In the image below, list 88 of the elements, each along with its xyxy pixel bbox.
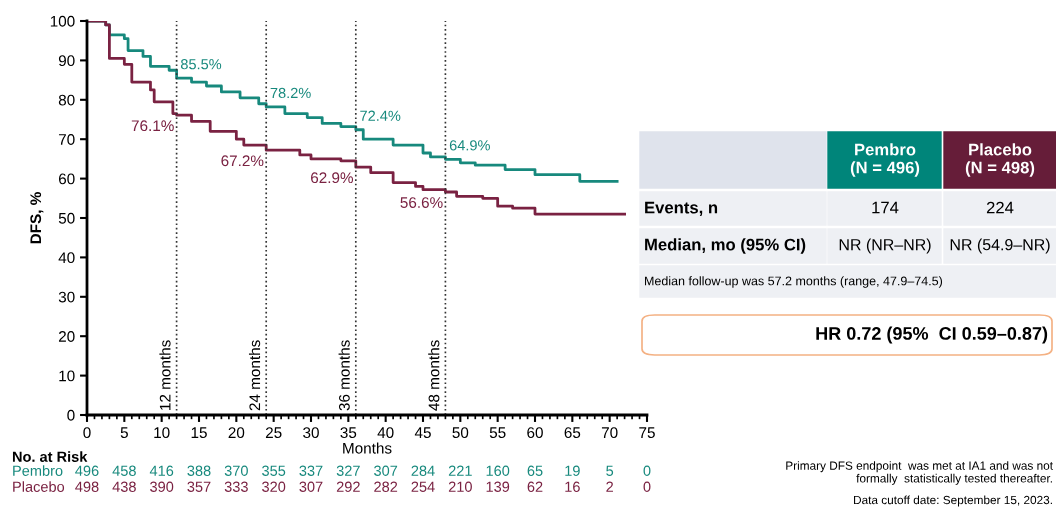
text: 160 bbox=[486, 465, 510, 476]
y-tick-label: 100 bbox=[50, 15, 75, 27]
text: 2 bbox=[606, 481, 613, 492]
text: 388 bbox=[187, 465, 211, 476]
text: 0 bbox=[643, 481, 651, 492]
text: 333 bbox=[224, 481, 248, 492]
y-axis-title: DFS, % bbox=[30, 192, 44, 244]
text: Data cutoff date: September 15, 2023. bbox=[854, 495, 1052, 507]
x-axis-title: Months bbox=[343, 442, 392, 454]
x-tick-label: 50 bbox=[452, 427, 469, 439]
text: 327 bbox=[336, 465, 360, 476]
x-tick-label: 45 bbox=[414, 427, 431, 439]
text: 139 bbox=[486, 481, 510, 492]
data-label: 76.1% bbox=[131, 120, 174, 132]
text: 337 bbox=[299, 465, 323, 476]
x-tick-label: 15 bbox=[191, 427, 207, 439]
text: 438 bbox=[112, 481, 136, 492]
text: No. at Risk bbox=[12, 451, 88, 462]
data-label: 56.6% bbox=[400, 197, 443, 208]
text: 5 bbox=[606, 465, 614, 476]
data-label: 85.5% bbox=[180, 59, 222, 70]
text: Pembro (N = 496) bbox=[850, 143, 920, 177]
data-label: 62.9% bbox=[311, 172, 354, 184]
x-tick-label: 5 bbox=[120, 427, 128, 439]
text: Primary DFS endpoint was met at IA1 and was not formally statistically tested thereafter. bbox=[786, 461, 1053, 485]
text: 416 bbox=[149, 465, 174, 476]
x-tick-label: 70 bbox=[601, 427, 618, 439]
text: 210 bbox=[448, 481, 472, 492]
text: 0 bbox=[643, 465, 651, 476]
x-tick-label: 10 bbox=[154, 427, 170, 439]
text: 370 bbox=[224, 465, 248, 476]
x-tick-label: 20 bbox=[228, 427, 245, 439]
text: 390 bbox=[150, 481, 174, 492]
text: 307 bbox=[299, 481, 323, 492]
text: 174 bbox=[872, 201, 899, 214]
annotation: Events, n bbox=[645, 201, 718, 216]
data-label: 67.2% bbox=[221, 155, 264, 167]
y-tick-label: 20 bbox=[58, 331, 75, 342]
data-label: 78.2% bbox=[270, 87, 311, 99]
x-tick-label: 60 bbox=[527, 427, 543, 439]
text: 496 bbox=[75, 465, 99, 476]
x-tick-label: 55 bbox=[489, 427, 506, 439]
text: 458 bbox=[112, 465, 136, 476]
text: 282 bbox=[374, 481, 398, 492]
data-label: 72.4% bbox=[360, 110, 401, 121]
y-tick-label: 0 bbox=[67, 409, 75, 421]
text: 224 bbox=[986, 201, 1014, 214]
text: 16 bbox=[565, 481, 580, 492]
y-tick-label: 60 bbox=[58, 173, 75, 185]
text: 65 bbox=[527, 465, 543, 476]
text: HR 0.72 (95% CI 0.59–0.87) bbox=[816, 326, 1048, 344]
y-tick-label: 80 bbox=[58, 94, 75, 106]
text: 320 bbox=[262, 481, 286, 492]
data-label: 64.9% bbox=[449, 140, 490, 151]
text: 221 bbox=[448, 465, 472, 476]
x-tick-label: 25 bbox=[265, 427, 282, 439]
x-tick-label: 75 bbox=[639, 427, 655, 439]
text: 284 bbox=[411, 465, 435, 476]
text: NR (54.9–NR) bbox=[950, 238, 1050, 254]
text: 357 bbox=[187, 481, 211, 492]
text: 254 bbox=[411, 481, 435, 492]
text: Placebo bbox=[13, 481, 65, 492]
x-tick-label: 40 bbox=[377, 427, 394, 439]
text: 307 bbox=[374, 465, 398, 476]
text: Pembro bbox=[13, 465, 63, 476]
text: Placebo (N = 498) bbox=[965, 143, 1035, 177]
y-tick-label: 40 bbox=[58, 252, 75, 264]
y-tick-label: 70 bbox=[58, 134, 75, 145]
x-tick-label: 30 bbox=[303, 427, 319, 439]
y-tick-label: 50 bbox=[58, 212, 75, 224]
y-tick-label: 10 bbox=[59, 370, 75, 382]
ref-line-label: 12 months bbox=[159, 340, 171, 410]
text: NR (NR–NR) bbox=[839, 238, 931, 254]
y-tick-label: 90 bbox=[58, 55, 75, 67]
text: 292 bbox=[336, 481, 360, 492]
text: 62 bbox=[527, 481, 543, 492]
text: 19 bbox=[565, 465, 580, 476]
ref-line-label: 48 months bbox=[428, 340, 440, 411]
x-tick-label: 35 bbox=[340, 427, 357, 439]
y-tick-label: 30 bbox=[58, 291, 75, 303]
x-tick-label: 65 bbox=[564, 427, 581, 439]
ref-line-label: 24 months bbox=[248, 340, 261, 411]
annotation: Median, mo (95% CI) bbox=[645, 238, 806, 254]
text: 355 bbox=[262, 465, 286, 476]
ref-line-label: 36 months bbox=[338, 340, 350, 411]
text: 498 bbox=[75, 481, 99, 492]
x-tick-label: 0 bbox=[83, 427, 91, 439]
annotation: Median follow-up was 57.2 months (range, 47.9–74.5) bbox=[645, 276, 943, 288]
